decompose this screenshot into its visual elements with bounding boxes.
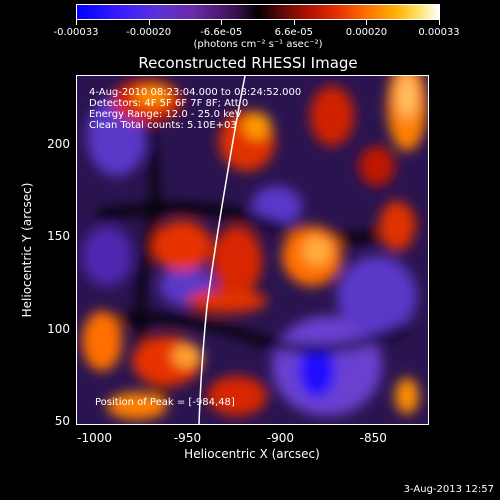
- x-tick-label: -950: [173, 431, 202, 445]
- y-axis-label: Heliocentric Y (arcsec): [20, 182, 34, 318]
- x-tick-label: -1000: [77, 431, 113, 445]
- colorbar-tick: [439, 20, 440, 25]
- y-tick-label: 200: [47, 136, 70, 151]
- energy-range-text: Energy Range: 12.0 - 25.0 keV: [89, 109, 242, 120]
- colorbar: [76, 4, 440, 20]
- y-tick-label: 50: [54, 414, 70, 429]
- plot-title: Reconstructed RHESSI Image: [138, 54, 358, 72]
- colorbar-tick: [76, 20, 77, 25]
- clean-counts-text: Clean Total counts: 5.10E+03: [89, 120, 237, 131]
- solar-limb: [198, 76, 246, 424]
- x-axis-label: Heliocentric X (arcsec): [184, 447, 320, 461]
- detectors-text: Detectors: 4F 5F 6F 7F 8F; Att 0: [89, 98, 249, 109]
- colorbar-tick-label: -0.00020: [126, 27, 172, 38]
- y-tick-label: 150: [47, 229, 70, 244]
- image-canvas: [77, 76, 428, 424]
- y-tick-label: 100: [47, 321, 70, 336]
- colorbar-tick: [221, 20, 223, 25]
- colorbar-tick-label: -6.6e-05: [200, 27, 243, 38]
- x-tick-label: -850: [359, 431, 387, 445]
- x-tick-label: -900: [266, 431, 294, 445]
- colorbar-tick: [293, 20, 295, 25]
- timestamp: 3-Aug-2013 12:57: [403, 484, 494, 495]
- colorbar-tick-label: 6.6e-05: [274, 27, 313, 38]
- colorbar-units: (photons cm⁻² s⁻¹ asec⁻²): [193, 39, 323, 50]
- image-plot: 4-Aug-2010 08:23:04.000 to 08:24:52.000 …: [76, 75, 429, 425]
- colorbar-tick: [366, 20, 368, 25]
- peak-position-text: Position of Peak = [-984,48]: [95, 397, 235, 408]
- time-range-text: 4-Aug-2010 08:23:04.000 to 08:24:52.000: [89, 87, 302, 98]
- colorbar-tick-label: 0.00020: [345, 27, 388, 38]
- colorbar-tick-label: 0.00033: [418, 27, 460, 38]
- colorbar-tick: [148, 20, 150, 25]
- colorbar-tick-label: -0.00033: [53, 27, 99, 38]
- image-blobs: [82, 76, 427, 420]
